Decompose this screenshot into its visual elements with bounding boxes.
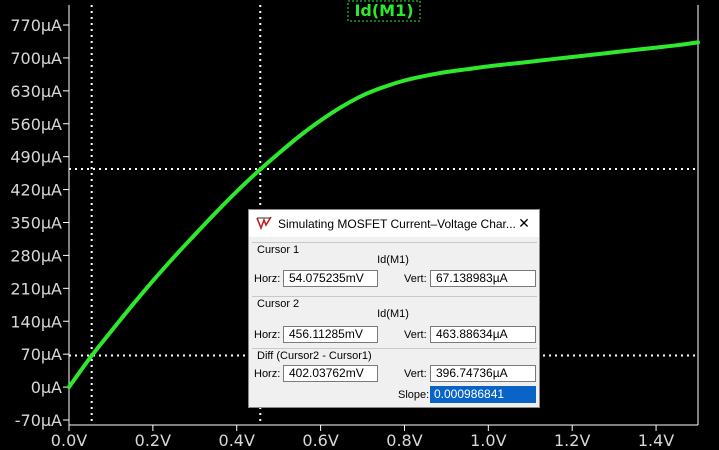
y-axis-ticks: 770µA 700µA 630µA 560µA 490µA 420µA 350µA 280µA… <box>10 16 69 430</box>
y-tick-label: 490µA <box>10 148 62 167</box>
x-tick-label: 0.4V <box>219 431 255 450</box>
cursor1-horz-field[interactable]: 54.075235mV <box>283 270 378 287</box>
ltspice-app-icon <box>256 216 272 230</box>
diff-vert-field[interactable]: 396.74736µA <box>430 365 536 382</box>
close-icon[interactable]: ✕ <box>518 215 530 231</box>
cursor2-group: Cursor 2 Id(M1) Horz: 456.11285mV Vert: … <box>252 296 537 349</box>
diff-horz-label: Horz: <box>254 368 281 380</box>
dialog-titlebar[interactable]: Simulating MOSFET Current–Voltage Char..… <box>249 210 539 237</box>
cursor-dialog[interactable]: Simulating MOSFET Current–Voltage Char..… <box>248 209 540 408</box>
y-tick-label: 700µA <box>10 49 62 68</box>
y-tick-label: 420µA <box>10 181 62 200</box>
diff-vert-label: Vert: <box>404 368 427 380</box>
x-tick-label: 1.2V <box>554 431 590 450</box>
y-tick-label: 140µA <box>10 312 62 331</box>
cursor1-vert-label: Vert: <box>404 273 427 285</box>
y-tick-label: 350µA <box>10 214 62 233</box>
diff-horz-field[interactable]: 402.03762mV <box>283 365 378 382</box>
y-tick-label: 280µA <box>10 246 62 265</box>
y-tick-label: -70µA <box>15 411 62 430</box>
x-tick-label: 0.6V <box>302 431 338 450</box>
diff-label: Diff (Cursor2 - Cursor1) <box>257 350 372 362</box>
cursor2-trace-name: Id(M1) <box>377 308 409 320</box>
diff-slope-field[interactable]: 0.000986841 <box>430 386 536 403</box>
x-tick-label: 0.2V <box>135 431 171 450</box>
trace-id-m1[interactable] <box>67 40 700 390</box>
trace-title-box <box>347 0 421 22</box>
x-tick-label: 1.4V <box>638 431 674 450</box>
cursor2-label: Cursor 2 <box>257 298 300 310</box>
cursor1-label: Cursor 1 <box>257 244 300 256</box>
cursor2-horz-label: Horz: <box>254 329 281 341</box>
cursor2-horz-field[interactable]: 456.11285mV <box>283 326 378 343</box>
cursor1-vert-field[interactable]: 67.138983µA <box>430 270 536 287</box>
x-tick-label: 1.0V <box>470 431 506 450</box>
cursor2-vert-field[interactable]: 463.88634µA <box>430 326 536 343</box>
cursor1-group: Cursor 1 Id(M1) Horz: 54.075235mV Vert: … <box>252 242 537 295</box>
trace-title[interactable]: Id(M1) <box>354 1 413 20</box>
y-tick-label: 770µA <box>10 16 62 35</box>
y-tick-label: 560µA <box>10 115 62 134</box>
x-axis-ticks: 0.0V 0.2V 0.4V 0.6V 0.8V 1.0V 1.2V 1.4V <box>51 425 674 450</box>
cursor1-horz-label: Horz: <box>254 273 281 285</box>
cursor1-trace-name: Id(M1) <box>377 254 409 266</box>
y-tick-label: 630µA <box>10 82 62 101</box>
y-tick-label: 70µA <box>21 345 63 364</box>
diff-group: Diff (Cursor2 - Cursor1) Horz: 402.03762… <box>252 348 537 407</box>
cursor2-vert-label: Vert: <box>404 329 427 341</box>
y-tick-label: 0µA <box>31 378 62 397</box>
y-tick-label: 210µA <box>10 279 62 298</box>
dialog-title: Simulating MOSFET Current–Voltage Char..… <box>278 217 516 231</box>
x-tick-label: 0.8V <box>386 431 422 450</box>
x-tick-label: 0.0V <box>51 431 87 450</box>
diff-slope-label: Slope: <box>398 389 430 401</box>
